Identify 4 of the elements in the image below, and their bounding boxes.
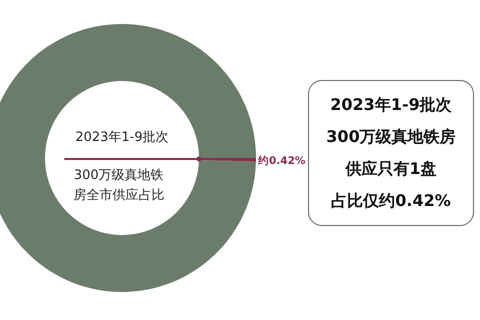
text-card: 2023年1-9批次 300万级真地铁房 供应只有1盘 占比仅约0.42% [308, 80, 474, 226]
data-label: 约0.42% [256, 154, 306, 167]
text: 2023年1-9批次 [74, 129, 170, 146]
text: 300万级真地铁房全市供应占比 [72, 167, 166, 205]
